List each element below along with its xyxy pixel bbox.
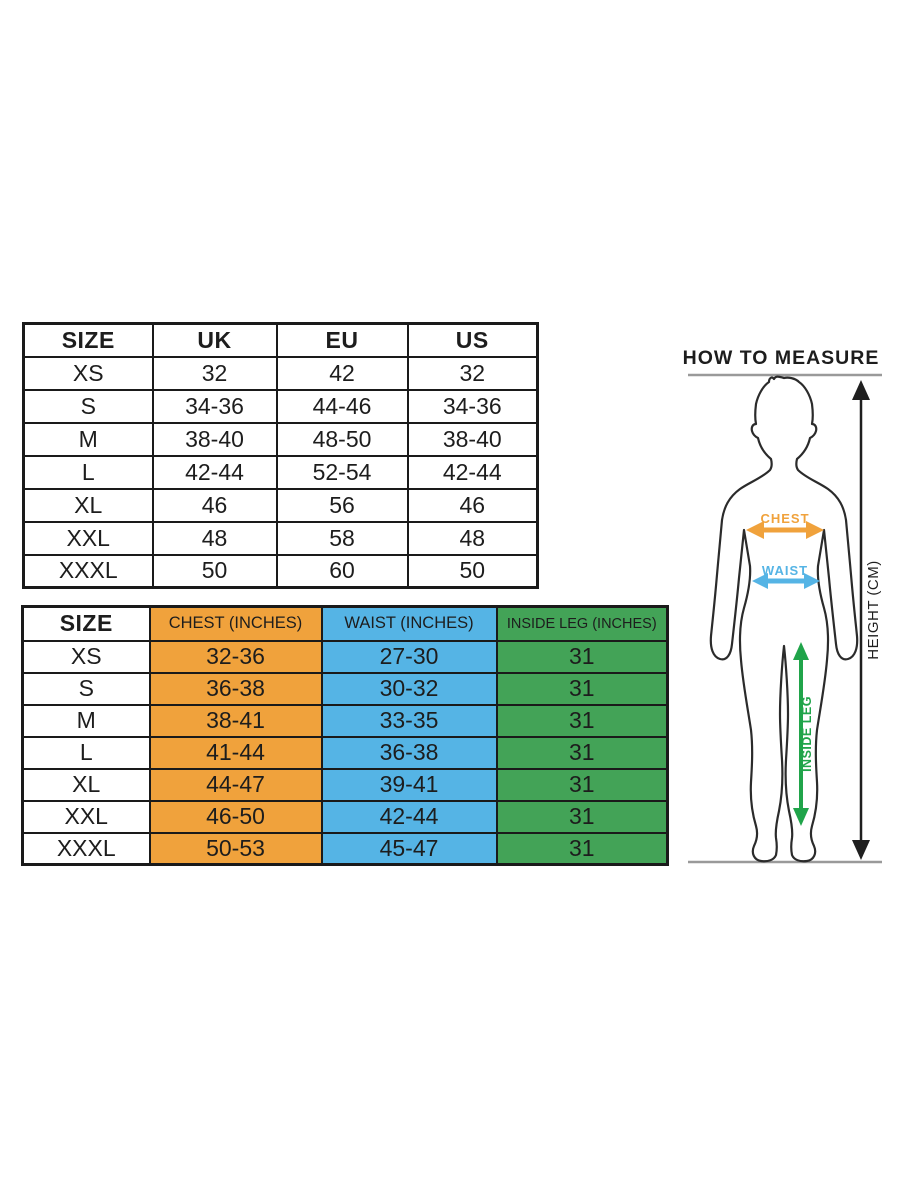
waist-label: WAIST: [762, 563, 808, 578]
measurements-value: 45-47: [320, 831, 498, 866]
measurements-value: 33-35: [320, 703, 498, 738]
size-conversion-column-header: EU: [275, 322, 409, 358]
size-conversion-value: 46: [406, 487, 539, 523]
measurements-row: S 36-38 30-32 31: [21, 671, 669, 706]
body-silhouette: [709, 375, 859, 863]
size-conversion-row: M 38-40 48-50 38-40: [22, 421, 539, 457]
size-conversion-row: L 42-44 52-54 42-44: [22, 454, 539, 490]
measurements-value: 30-32: [320, 671, 498, 706]
measurements-value: 31: [495, 767, 669, 802]
size-conversion-value: 58: [275, 520, 409, 556]
size-conversion-row: XS 32 42 32: [22, 355, 539, 391]
inside-leg-arrow-icon: [793, 642, 809, 826]
measurements-row: XXXL 50-53 45-47 31: [21, 831, 669, 866]
how-to-measure-title: HOW TO MEASURE: [682, 347, 880, 369]
measurements-size-label: XS: [21, 639, 151, 674]
size-conversion-value: 34-36: [151, 388, 278, 424]
size-conversion-row: XXXL 50 60 50: [22, 553, 539, 589]
measurements-body: XS 32-36 27-30 31 S 36-38 30-32 31 M 38-41 33-35 31…: [21, 639, 669, 866]
measurements-column-header: CHEST (INCHES): [148, 605, 323, 642]
size-conversion-header-row: SIZE UK EU US: [22, 322, 539, 358]
measurements-value: 46-50: [148, 799, 323, 834]
measurements-value: 50-53: [148, 831, 323, 866]
size-conversion-size-label: XS: [22, 355, 154, 391]
inside-leg-label: INSIDE LEG: [800, 696, 814, 772]
measurements-header-row: SIZE CHEST (INCHES) WAIST (INCHES) INSIDE L…: [21, 605, 669, 642]
measurements-size-label: XL: [21, 767, 151, 802]
measurements-value: 31: [495, 671, 669, 706]
size-conversion-value: 42: [275, 355, 409, 391]
size-conversion-row: XXL 48 58 48: [22, 520, 539, 556]
measurements-header: SIZE CHEST (INCHES) WAIST (INCHES) INSIDE L…: [21, 605, 669, 642]
size-conversion-column-header: SIZE: [22, 322, 154, 358]
measurements-value: 36-38: [320, 735, 498, 770]
measurements-size-label: M: [21, 703, 151, 738]
waist-arrow-icon: [752, 573, 820, 589]
size-conversion-value: 52-54: [275, 454, 409, 490]
how-to-measure-diagram: CHEST WAIST INSIDE LEG HEIGHT (CM): [688, 373, 882, 864]
measurements-value: 32-36: [148, 639, 323, 674]
size-conversion-column-header: UK: [151, 322, 278, 358]
size-conversion-value: 38-40: [406, 421, 539, 457]
measurements-value: 41-44: [148, 735, 323, 770]
height-label: HEIGHT (CM): [865, 560, 882, 659]
measurements-value: 42-44: [320, 799, 498, 834]
size-conversion-value: 38-40: [151, 421, 278, 457]
size-conversion-value: 50: [406, 553, 539, 589]
size-conversion-body: XS 32 42 32 S 34-36 44-46 34-36 M 38-40 48-50 38-40…: [22, 355, 539, 589]
height-arrow-icon: [852, 380, 870, 860]
size-conversion-value: 34-36: [406, 388, 539, 424]
size-conversion-table: SIZE UK EU US XS 32 42 32 S 34-36 44-46 34-36 M 38-4…: [22, 322, 539, 589]
chest-arrow-icon: [746, 521, 824, 539]
measurements-value: 31: [495, 703, 669, 738]
size-conversion-value: 46: [151, 487, 278, 523]
measurements-column-header: SIZE: [21, 605, 151, 642]
size-conversion-row: XL 46 56 46: [22, 487, 539, 523]
measurements-value: 38-41: [148, 703, 323, 738]
size-conversion-value: 50: [151, 553, 278, 589]
measurements-row: L 41-44 36-38 31: [21, 735, 669, 770]
measurements-row: M 38-41 33-35 31: [21, 703, 669, 738]
size-conversion-value: 60: [275, 553, 409, 589]
measurements-value: 39-41: [320, 767, 498, 802]
measurements-row: XS 32-36 27-30 31: [21, 639, 669, 674]
size-conversion-value: 32: [151, 355, 278, 391]
size-conversion-value: 48: [151, 520, 278, 556]
size-conversion-size-label: L: [22, 454, 154, 490]
measurements-size-label: L: [21, 735, 151, 770]
size-conversion-size-label: XL: [22, 487, 154, 523]
measurements-value: 27-30: [320, 639, 498, 674]
size-conversion-value: 42-44: [151, 454, 278, 490]
measurements-size-label: XXL: [21, 799, 151, 834]
measurements-value: 31: [495, 735, 669, 770]
size-conversion-size-label: XXXL: [22, 553, 154, 589]
size-conversion-size-label: XXL: [22, 520, 154, 556]
measurements-value: 36-38: [148, 671, 323, 706]
measurements-table: SIZE CHEST (INCHES) WAIST (INCHES) INSIDE L…: [21, 605, 669, 866]
measurements-value: 44-47: [148, 767, 323, 802]
measurements-size-label: S: [21, 671, 151, 706]
measurements-row: XXL 46-50 42-44 31: [21, 799, 669, 834]
size-conversion-header: SIZE UK EU US: [22, 322, 539, 358]
measurements-column-header: INSIDE LEG (INCHES): [495, 605, 669, 642]
size-conversion-value: 42-44: [406, 454, 539, 490]
size-conversion-row: S 34-36 44-46 34-36: [22, 388, 539, 424]
size-conversion-value: 48: [406, 520, 539, 556]
size-conversion-value: 48-50: [275, 421, 409, 457]
size-conversion-column-header: US: [406, 322, 539, 358]
measurements-column-header: WAIST (INCHES): [320, 605, 498, 642]
chest-label: CHEST: [760, 511, 809, 526]
measurements-row: XL 44-47 39-41 31: [21, 767, 669, 802]
measurements-value: 31: [495, 639, 669, 674]
size-conversion-value: 44-46: [275, 388, 409, 424]
measurements-value: 31: [495, 799, 669, 834]
size-conversion-value: 56: [275, 487, 409, 523]
size-conversion-value: 32: [406, 355, 539, 391]
measurements-value: 31: [495, 831, 669, 866]
size-conversion-size-label: M: [22, 421, 154, 457]
size-conversion-size-label: S: [22, 388, 154, 424]
measurements-size-label: XXXL: [21, 831, 151, 866]
